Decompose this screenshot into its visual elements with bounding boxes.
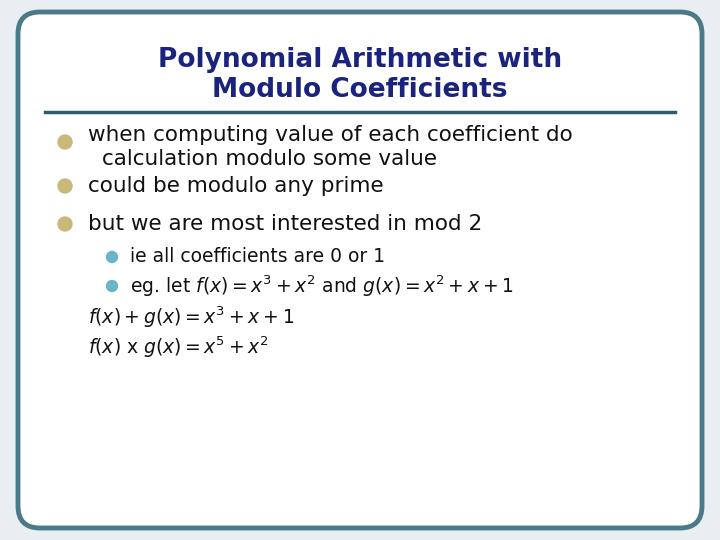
Text: Modulo Coefficients: Modulo Coefficients (212, 77, 508, 103)
Text: $\mathit{f}(x)$ x $\mathit{g}(x) = x^5 + x^2$: $\mathit{f}(x)$ x $\mathit{g}(x) = x^5 +… (88, 334, 269, 360)
Text: Polynomial Arithmetic with: Polynomial Arithmetic with (158, 47, 562, 73)
Text: but we are most interested in mod 2: but we are most interested in mod 2 (88, 214, 482, 234)
Text: $\mathit{f}(x) + \mathit{g}(x) = x^3 + x + 1$: $\mathit{f}(x) + \mathit{g}(x) = x^3 + x… (88, 304, 294, 330)
Circle shape (107, 280, 117, 292)
Circle shape (58, 179, 72, 193)
Circle shape (58, 217, 72, 231)
Text: when computing value of each coefficient do: when computing value of each coefficient… (88, 125, 572, 145)
Text: eg. let $\mathit{f}(x) = x^3 + x^2$ and $\mathit{g}(x) = x^2 + x + 1$: eg. let $\mathit{f}(x) = x^3 + x^2$ and … (130, 273, 513, 299)
Text: ie all coefficients are 0 or 1: ie all coefficients are 0 or 1 (130, 247, 385, 267)
Text: could be modulo any prime: could be modulo any prime (88, 176, 384, 196)
Text: calculation modulo some value: calculation modulo some value (102, 149, 437, 169)
FancyBboxPatch shape (18, 12, 702, 528)
Circle shape (107, 252, 117, 262)
Circle shape (58, 135, 72, 149)
